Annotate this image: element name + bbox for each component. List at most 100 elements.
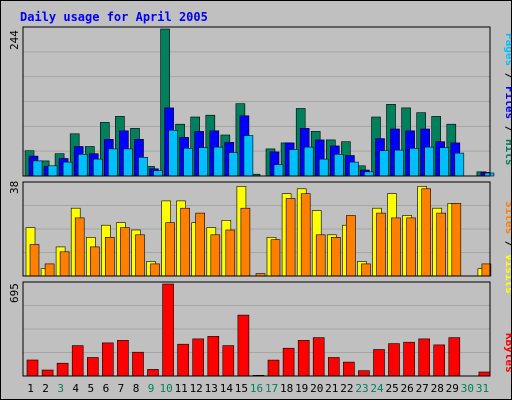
bar-sites-day-10 — [165, 222, 175, 277]
x-tick-label: 16 — [250, 382, 263, 395]
panel-usage: 244 Pages / Files / Hits — [8, 30, 512, 166]
x-tick-label: 14 — [220, 382, 234, 395]
bar-pages-day-19 — [303, 146, 314, 177]
bar-kbytes-day-9 — [147, 369, 159, 377]
bar-sites-day-29 — [451, 203, 462, 277]
panel-kbytes: 695 KBytes — [8, 283, 512, 373]
bar-pages-day-21 — [333, 154, 344, 177]
bar-pages-day-25 — [394, 149, 404, 177]
x-tick-label: 29 — [446, 382, 459, 395]
bar-kbytes-day-2 — [41, 369, 54, 377]
bar-sites-day-17 — [270, 239, 281, 277]
bar-sites-day-5 — [90, 246, 100, 277]
x-tick-label: 21 — [325, 382, 338, 395]
kbytes-right-label: KBytes — [503, 333, 511, 373]
bar-sites-day-28 — [436, 212, 447, 277]
x-tick-label: 11 — [175, 382, 188, 395]
visits-plot-border — [22, 181, 491, 277]
bar-pages-day-22 — [349, 161, 359, 177]
x-tick-label: 18 — [280, 382, 293, 395]
bar-sites-day-9 — [150, 263, 160, 277]
bar-sites-day-15 — [240, 207, 251, 277]
bar-pages-day-23 — [364, 171, 374, 177]
x-tick-label: 1 — [27, 382, 34, 395]
x-tick-label: 17 — [265, 382, 278, 395]
x-tick-label: 28 — [431, 382, 444, 395]
bar-kbytes-day-23 — [358, 370, 370, 377]
x-tick-label: 10 — [159, 382, 172, 395]
bar-kbytes-day-13 — [207, 335, 220, 377]
bar-kbytes-day-22 — [343, 361, 355, 377]
bar-kbytes-day-11 — [177, 343, 189, 377]
chart-title: Daily usage for April 2005 — [20, 10, 208, 24]
bar-pages-day-3 — [62, 161, 73, 177]
bar-sites-day-3 — [59, 251, 70, 277]
bar-kbytes-day-24 — [373, 349, 385, 377]
panel-visits-plot — [22, 181, 492, 277]
x-tick-label: 2 — [42, 382, 49, 395]
bar-kbytes-day-29 — [448, 337, 461, 377]
bar-pages-day-20 — [318, 158, 329, 177]
panel-visits: 38 Sites / Visits — [8, 181, 512, 294]
bar-pages-day-8 — [138, 157, 148, 177]
bar-pages-day-9 — [153, 170, 163, 177]
x-tick-label: 12 — [190, 382, 203, 395]
usage-plot-border — [22, 26, 491, 177]
bar-pages-day-29 — [454, 152, 465, 177]
bar-sites-day-6 — [105, 237, 115, 277]
bar-pages-day-14 — [228, 152, 239, 177]
bar-pages-day-10 — [168, 129, 178, 177]
panel-kbytes-plot — [22, 281, 491, 377]
bar-kbytes-day-18 — [282, 347, 295, 377]
bar-kbytes-day-26 — [403, 341, 415, 377]
visits-label: Visits — [503, 254, 511, 294]
bar-kbytes-day-15 — [237, 314, 250, 377]
x-tick-label: 7 — [118, 382, 125, 395]
bar-kbytes-day-14 — [222, 345, 235, 377]
x-tick-label: 23 — [355, 382, 368, 395]
bar-sites-day-25 — [391, 217, 401, 277]
bar-sites-day-18 — [285, 198, 296, 277]
bar-pages-day-26 — [409, 148, 419, 177]
bar-sites-day-20 — [315, 234, 326, 277]
bar-sites-day-22 — [346, 215, 356, 277]
x-tick-label: 26 — [400, 382, 413, 395]
bar-sites-day-27 — [421, 188, 432, 277]
bar-sites-day-2 — [44, 263, 55, 277]
bar-kbytes-day-12 — [192, 338, 204, 377]
bar-kbytes-day-25 — [388, 343, 400, 377]
bar-pages-day-5 — [93, 158, 103, 177]
pages-label: Pages — [503, 33, 511, 66]
bar-pages-day-27 — [424, 146, 435, 177]
visits-right-label: Sites / Visits — [503, 201, 511, 294]
bar-sites-day-19 — [300, 193, 311, 277]
sites-label: Sites — [503, 201, 511, 234]
bar-kbytes-day-4 — [71, 345, 84, 377]
bar-sites-day-14 — [225, 229, 236, 277]
x-tick-label: 24 — [370, 382, 384, 395]
x-tick-label: 13 — [205, 382, 218, 395]
bar-sites-day-21 — [330, 237, 341, 277]
bar-pages-day-17 — [273, 164, 284, 177]
files-label: Files — [503, 86, 511, 119]
bar-sites-day-24 — [376, 212, 386, 277]
bar-pages-day-13 — [213, 146, 224, 177]
x-tick-label: 30 — [461, 382, 474, 395]
bar-kbytes-day-6 — [102, 342, 114, 377]
bar-kbytes-day-5 — [87, 357, 99, 377]
x-tick-label: 20 — [310, 382, 323, 395]
x-tick-label: 31 — [476, 382, 489, 395]
bar-sites-day-12 — [195, 212, 205, 277]
x-tick-label: 5 — [87, 382, 94, 395]
bar-pages-day-1 — [32, 160, 43, 177]
x-tick-label: 9 — [148, 382, 155, 395]
usage-right-label: Pages / Files / Hits — [503, 33, 511, 166]
x-tick-label: 25 — [385, 382, 398, 395]
x-tick-label: 6 — [103, 382, 110, 395]
bar-sites-day-4 — [74, 217, 85, 277]
bar-kbytes-day-7 — [117, 339, 129, 377]
usage-max-label: 244 — [8, 30, 21, 50]
bar-kbytes-day-3 — [56, 362, 69, 377]
x-tick-label: 3 — [57, 382, 64, 395]
